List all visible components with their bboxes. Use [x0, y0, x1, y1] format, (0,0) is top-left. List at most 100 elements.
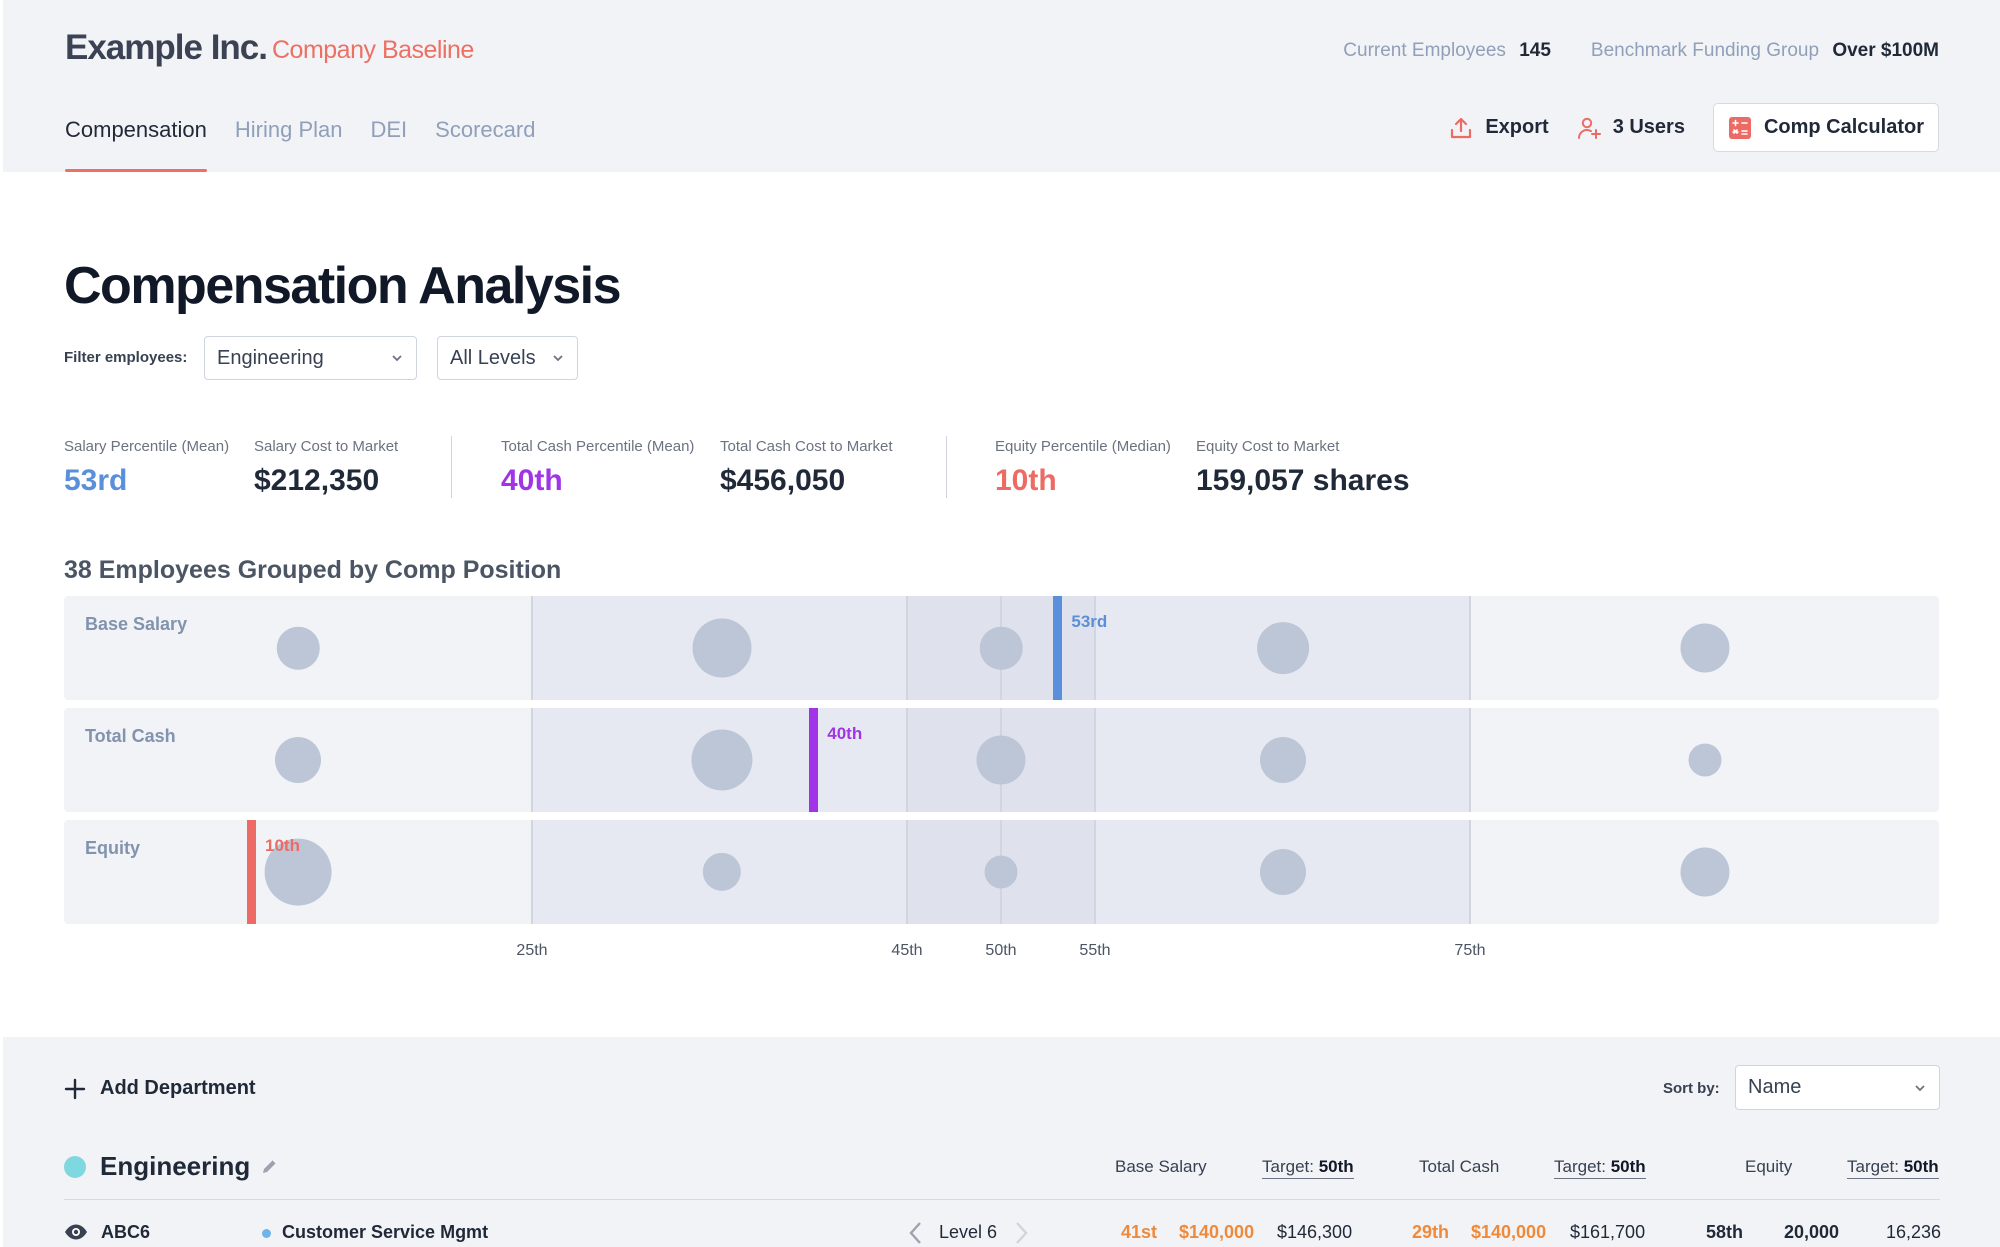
- export-button[interactable]: Export: [1449, 116, 1549, 140]
- kpi-value: $456,050: [720, 464, 846, 497]
- app-header: Example Inc. Company Baseline Current Em…: [3, 0, 2000, 172]
- tab-hiring-plan[interactable]: Hiring Plan: [234, 117, 343, 142]
- percentile-marker-label: 40th: [827, 724, 863, 743]
- pencil-icon[interactable]: [260, 1156, 280, 1176]
- calculator-icon: [1728, 116, 1751, 139]
- employee-group-bubble[interactable]: [275, 737, 321, 783]
- employee-group-bubble[interactable]: [264, 838, 332, 906]
- comp-calculator-button[interactable]: Comp Calculator: [1712, 103, 1939, 152]
- employee-group-bubble[interactable]: [692, 618, 752, 678]
- tab-scorecard[interactable]: Scorecard: [435, 117, 536, 142]
- kpi-label: Equity Percentile (Median): [995, 438, 1171, 455]
- department-filter-select[interactable]: Engineering: [204, 336, 417, 380]
- chart-row-total-cash: Total Cash 40th: [64, 708, 1939, 812]
- employee-group-bubble[interactable]: [276, 626, 320, 670]
- main-tabs: Compensation Hiring Plan DEI Scorecard: [65, 117, 535, 172]
- employee-group-bubble[interactable]: [1680, 847, 1730, 897]
- kpi-value: 53rd: [64, 464, 128, 497]
- chart-row-base-salary: Base Salary 53rd: [64, 596, 1939, 700]
- chart-row-label: Total Cash: [85, 726, 176, 746]
- salary-percentile: 41st: [1121, 1222, 1158, 1242]
- x-tick-label: 50th: [985, 942, 1017, 959]
- header-stats: Current Employees 145 Benchmark Funding …: [1343, 40, 1939, 62]
- employee-group-bubble[interactable]: [1680, 623, 1730, 673]
- percentile-marker-label: 53rd: [1071, 612, 1108, 631]
- gridline: [531, 596, 533, 700]
- percentile-marker-label: 10th: [265, 836, 300, 855]
- column-header-equity: Equity: [1745, 1157, 1793, 1176]
- employee-id: ABC6: [101, 1222, 151, 1242]
- percentile-marker: [1053, 596, 1063, 700]
- employee-group-bubble[interactable]: [1260, 737, 1306, 783]
- add-department-button[interactable]: Add Department: [64, 1077, 256, 1100]
- employee-group-bubble[interactable]: [976, 735, 1026, 785]
- employee-group-bubble[interactable]: [702, 852, 742, 892]
- column-header-base-salary: Base Salary: [1115, 1157, 1207, 1176]
- baseline-label[interactable]: Company Baseline: [272, 36, 474, 64]
- kpi-value: 10th: [995, 464, 1057, 497]
- funding-group-value: Over $100M: [1832, 40, 1939, 61]
- kpi-label: Salary Cost to Market: [254, 438, 399, 455]
- tab-compensation[interactable]: Compensation: [65, 117, 207, 172]
- equity-value: 20,000: [1784, 1222, 1840, 1242]
- role-dot: [262, 1229, 271, 1238]
- page-title: Compensation Analysis: [64, 257, 622, 315]
- kpi-salary-cost: Salary Cost to Market $212,350: [254, 438, 398, 498]
- plus-icon: [64, 1078, 86, 1099]
- department-name: Engineering: [100, 1151, 251, 1181]
- equity-target: 16,236: [1886, 1222, 1942, 1242]
- level-filter-value: All Levels: [450, 346, 536, 369]
- chevron-down-icon: [553, 355, 563, 362]
- percentile-marker: [247, 820, 256, 924]
- header-actions: Export 3 Users Comp Calculator: [1449, 103, 1939, 152]
- chart-title: 38 Employees Grouped by Comp Position: [64, 556, 562, 584]
- equity-target[interactable]: Target: 50th: [1847, 1157, 1939, 1179]
- employee-group-bubble[interactable]: [691, 729, 753, 791]
- salary-target: $146,300: [1277, 1222, 1353, 1242]
- gridline: [531, 820, 533, 924]
- users-button[interactable]: 3 Users: [1577, 116, 1685, 140]
- funding-group-label: Benchmark Funding Group: [1590, 40, 1820, 61]
- cash-market: $140,000: [1471, 1222, 1547, 1242]
- role-title: Customer Service Mgmt: [282, 1222, 489, 1242]
- employee-group-bubble[interactable]: [1257, 622, 1309, 674]
- tab-dei[interactable]: DEI: [370, 117, 408, 142]
- kpi-value: 40th: [501, 464, 563, 497]
- gridline: [531, 708, 533, 812]
- export-label: Export: [1485, 116, 1549, 138]
- gridline: [1469, 708, 1471, 812]
- department-color-dot: [64, 1156, 86, 1178]
- current-employees: Current Employees 145: [1343, 40, 1551, 62]
- total-cash-target[interactable]: Target: 50th: [1554, 1157, 1646, 1179]
- employee-group-bubble[interactable]: [979, 626, 1023, 670]
- chart-row-label: Equity: [85, 838, 141, 858]
- kpi-label: Equity Cost to Market: [1196, 438, 1340, 455]
- base-salary-target[interactable]: Target: 50th: [1262, 1157, 1354, 1179]
- department-filter-value: Engineering: [217, 346, 324, 369]
- eye-icon[interactable]: [64, 1223, 88, 1241]
- employee-group-bubble[interactable]: [984, 855, 1018, 889]
- level-filter-select[interactable]: All Levels: [437, 336, 578, 380]
- chevron-left-icon[interactable]: [908, 1221, 922, 1245]
- employee-group-bubble[interactable]: [1260, 849, 1306, 895]
- target-label: Target:: [1554, 1157, 1606, 1176]
- chevron-down-icon: [392, 355, 402, 362]
- x-tick-label: 55th: [1079, 942, 1111, 959]
- gridline: [1094, 596, 1096, 700]
- employee-group-bubble[interactable]: [1688, 743, 1722, 777]
- users-label: 3 Users: [1612, 116, 1685, 138]
- target-value: 50th: [1318, 1157, 1354, 1176]
- target-value: 50th: [1903, 1157, 1939, 1176]
- gridline: [1094, 708, 1096, 812]
- equity-percentile: 58th: [1706, 1222, 1744, 1242]
- add-department-label: Add Department: [100, 1077, 256, 1099]
- chart-x-axis: 25th 45th 50th 55th 75th: [64, 942, 1939, 962]
- chevron-right-icon[interactable]: [1015, 1221, 1029, 1245]
- gridline: [1094, 820, 1096, 924]
- target-label: Target:: [1847, 1157, 1899, 1176]
- comp-calculator-label: Comp Calculator: [1763, 116, 1924, 138]
- sort-by-select[interactable]: Name: [1735, 1065, 1940, 1110]
- gridline: [906, 596, 908, 700]
- sort-by-value: Name: [1748, 1076, 1802, 1098]
- kpi-label: Total Cash Percentile (Mean): [501, 438, 695, 455]
